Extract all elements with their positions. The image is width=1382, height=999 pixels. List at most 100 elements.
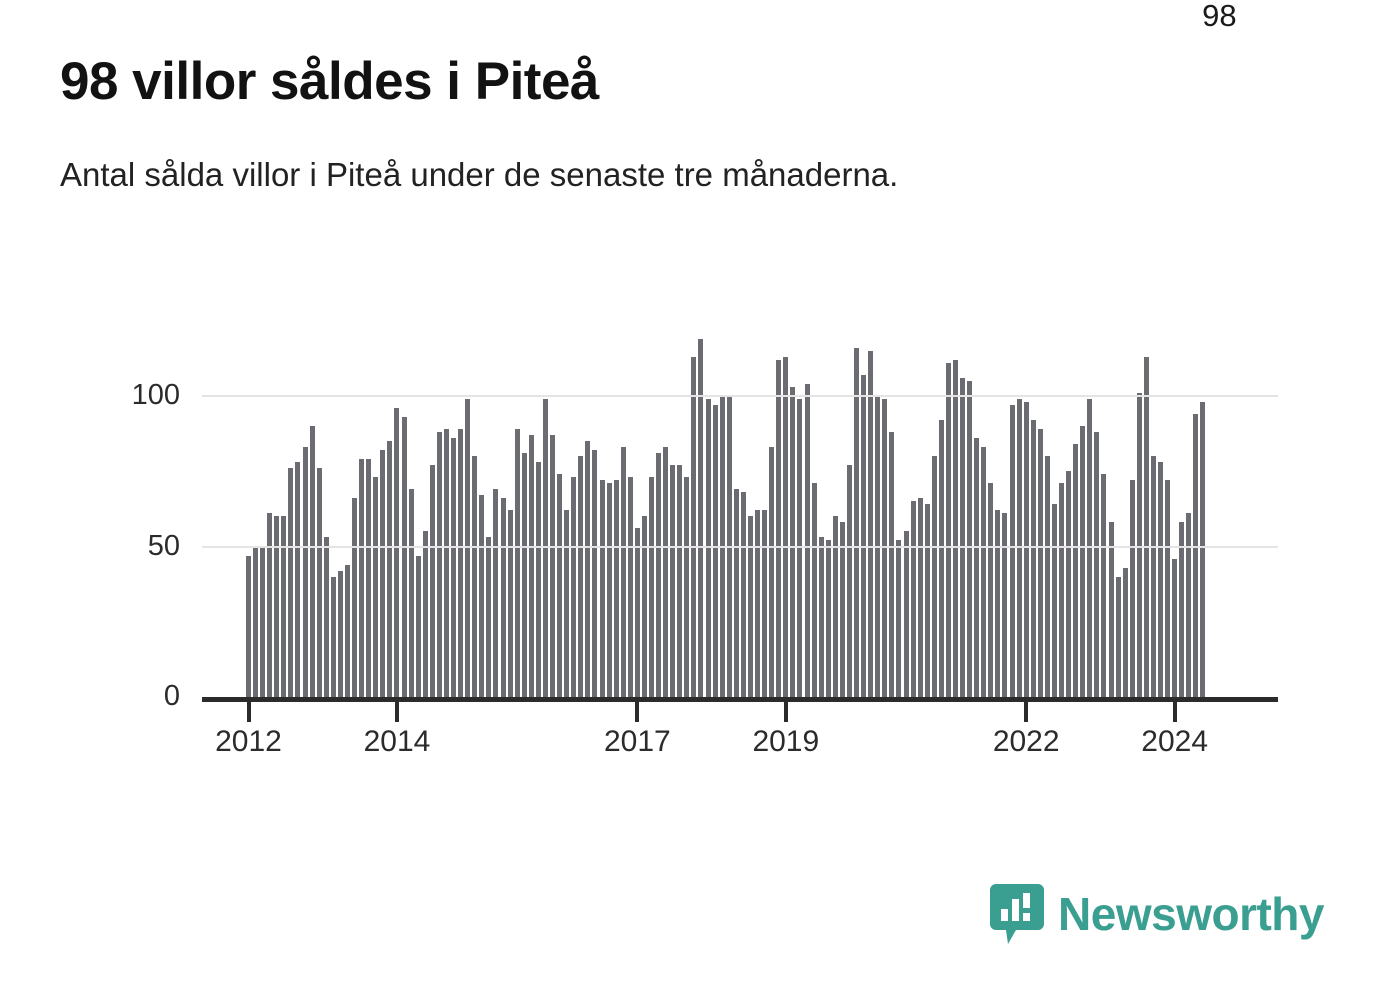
bar[interactable] [868,350,874,697]
bar[interactable] [698,338,704,697]
bar[interactable] [755,510,761,697]
bar[interactable] [557,474,563,697]
bar[interactable] [267,513,273,697]
bar[interactable] [1037,429,1043,697]
bar[interactable] [924,504,930,697]
bar[interactable] [854,347,860,697]
bar[interactable] [295,462,301,697]
bar[interactable] [465,399,471,697]
bar[interactable] [479,495,485,697]
bar[interactable] [521,453,527,697]
bar[interactable] [1136,393,1142,697]
bar[interactable] [1009,405,1015,697]
bar[interactable] [656,453,662,697]
bar[interactable] [1186,513,1192,697]
bar[interactable] [514,429,520,697]
bar[interactable] [352,498,358,697]
bar[interactable] [1150,456,1156,697]
bar[interactable] [281,516,287,697]
bar[interactable] [1165,480,1171,697]
bar[interactable] [578,456,584,697]
bar[interactable] [253,546,259,697]
bar[interactable] [783,356,789,697]
bar[interactable] [776,359,782,697]
bar[interactable] [1016,399,1022,697]
bar[interactable] [705,399,711,697]
bar[interactable] [246,555,251,697]
bar[interactable] [1179,522,1185,697]
bar[interactable] [337,570,343,697]
bar[interactable] [613,480,619,697]
bar[interactable] [797,399,803,697]
bar[interactable] [670,465,676,697]
bar[interactable] [415,555,421,697]
bar[interactable] [486,537,492,697]
bar[interactable] [288,468,294,697]
bar[interactable] [1023,402,1029,697]
bar[interactable] [1080,426,1086,697]
bar[interactable] [1172,558,1178,697]
bar[interactable] [663,447,669,697]
bar[interactable] [938,420,944,697]
bar[interactable] [1002,513,1008,697]
bar[interactable] [344,564,350,697]
bar[interactable] [330,576,336,697]
bar[interactable] [733,489,739,697]
bar[interactable] [988,483,994,697]
bar[interactable] [818,537,824,697]
bar[interactable] [1122,567,1128,697]
bar[interactable] [910,501,916,697]
bar[interactable] [1101,474,1107,697]
bar[interactable] [832,516,838,697]
bar[interactable] [769,447,775,697]
bar[interactable] [585,441,591,697]
bar[interactable] [260,546,266,697]
bar[interactable] [839,522,845,697]
bar[interactable] [564,510,570,697]
bar[interactable] [627,477,633,697]
newsworthy-logo[interactable]: Newsworthy [990,884,1324,944]
bar[interactable] [846,465,852,697]
bar[interactable] [316,468,322,697]
bar[interactable] [387,441,393,697]
bar[interactable] [401,417,407,697]
bar[interactable] [1044,456,1050,697]
bar[interactable] [811,483,817,697]
bar[interactable] [366,459,372,697]
bar[interactable] [380,450,386,697]
bar[interactable] [903,531,909,697]
bar[interactable] [606,483,612,697]
bar[interactable] [1158,462,1164,697]
bar[interactable] [1193,414,1199,697]
bar[interactable] [747,516,753,697]
bar[interactable] [1051,504,1057,697]
bar[interactable] [712,405,718,697]
bar[interactable] [429,465,435,697]
bar[interactable] [436,432,442,697]
bar[interactable] [422,531,428,697]
bar[interactable] [507,510,513,697]
bar[interactable] [1073,444,1079,697]
bar[interactable] [740,492,746,697]
bar[interactable] [451,438,457,697]
bar[interactable] [550,435,555,697]
bar[interactable] [323,537,329,697]
bar[interactable] [274,516,280,697]
bar[interactable] [493,489,499,697]
bar[interactable] [974,438,980,697]
bar[interactable] [1030,420,1036,697]
bar[interactable] [1115,576,1121,697]
bar[interactable] [804,383,810,697]
bar[interactable] [542,399,548,697]
bar[interactable] [691,356,697,697]
bar[interactable] [1059,483,1065,697]
bar[interactable] [620,447,626,697]
bar[interactable] [790,386,796,697]
bar[interactable] [373,477,379,697]
bar[interactable] [861,374,867,697]
bar[interactable] [960,377,966,697]
bar[interactable] [528,435,534,697]
bar[interactable] [995,510,1001,697]
bar[interactable] [634,528,640,697]
bar[interactable] [309,426,315,697]
